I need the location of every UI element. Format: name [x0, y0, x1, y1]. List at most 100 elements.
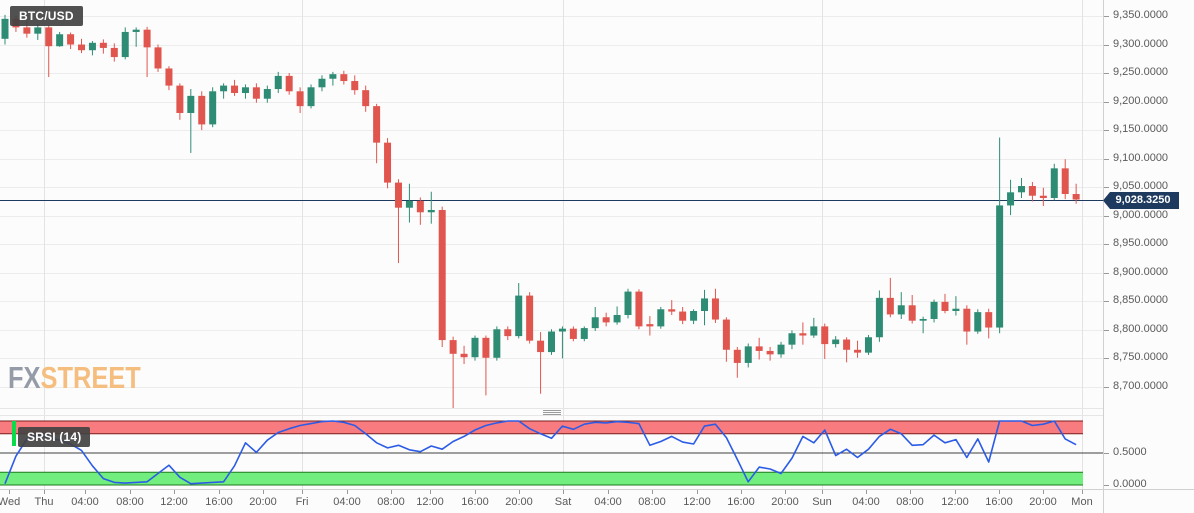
time-axis-label: Sat — [554, 496, 572, 508]
candle-body — [362, 90, 370, 107]
price-axis-label: 8,800.0000 — [1113, 323, 1169, 335]
candle-body — [307, 87, 315, 107]
time-axis-label: 04:00 — [71, 496, 99, 508]
candle-body — [602, 317, 610, 323]
overbought-band — [0, 420, 1083, 434]
price-axis-label: 9,050.0000 — [1113, 180, 1169, 192]
oversold-band — [0, 472, 1083, 485]
candle-body — [449, 340, 457, 354]
candle-body — [646, 324, 654, 327]
candle-body — [351, 81, 359, 91]
candle-body — [493, 329, 501, 358]
time-axis-label: 12:00 — [160, 496, 188, 508]
candle-body — [1072, 194, 1080, 200]
time-axis-label: 12:00 — [941, 496, 969, 508]
time-axis-label: 20:00 — [1029, 496, 1057, 508]
candle-body — [263, 89, 271, 99]
candle-body — [1017, 186, 1025, 193]
price-axis-label: 8,750.0000 — [1113, 351, 1169, 363]
candle-body — [241, 87, 249, 94]
watermark-fx: FX — [8, 360, 41, 395]
time-axis-label: Wed — [0, 496, 21, 508]
candle-body — [405, 200, 413, 208]
time-axis-label: 16:00 — [461, 496, 489, 508]
price-axis-label: 9,300.0000 — [1113, 38, 1169, 50]
candle-body — [635, 291, 643, 327]
time-axis-label: 20:00 — [505, 496, 533, 508]
candle-body — [99, 42, 107, 48]
candle-body — [657, 309, 665, 327]
candle-body — [1028, 186, 1036, 196]
candle-body — [296, 91, 304, 107]
price-axis-label: 9,250.0000 — [1113, 66, 1169, 78]
candle-body — [154, 47, 162, 69]
candle-body — [941, 301, 949, 311]
candle-body — [733, 349, 741, 363]
candle-body — [1039, 195, 1047, 199]
indicator-axis-label: 0.5000 — [1113, 446, 1147, 458]
candle-body — [340, 74, 348, 82]
candle-body — [668, 309, 676, 312]
candle-body — [908, 305, 916, 321]
srsi-line — [4, 420, 1077, 485]
candle-body — [526, 295, 534, 341]
candle-body — [985, 312, 993, 328]
candle-body — [515, 295, 523, 337]
candle-body — [963, 308, 971, 332]
candle-body — [231, 85, 239, 94]
candle-body — [416, 200, 424, 213]
time-axis-label: 12:00 — [683, 496, 711, 508]
price-axis-label: 9,100.0000 — [1113, 152, 1169, 164]
candle-body — [897, 305, 905, 315]
candle-body — [460, 353, 468, 358]
candle-body — [821, 326, 829, 345]
price-axis-label: 8,950.0000 — [1113, 237, 1169, 249]
candle-body — [558, 328, 566, 332]
candle-body — [132, 29, 140, 32]
time-axis-label: 04:00 — [333, 496, 361, 508]
pane-separator-handle[interactable] — [543, 409, 561, 415]
candle-body — [110, 47, 118, 58]
symbol-badge[interactable]: BTC/USD — [10, 6, 83, 26]
candle-body — [722, 319, 730, 350]
price-axis-label: 8,700.0000 — [1113, 380, 1169, 392]
candle-body — [329, 74, 337, 79]
price-axis-label: 9,200.0000 — [1113, 95, 1169, 107]
candle-body — [919, 318, 927, 321]
candle-body — [176, 85, 184, 113]
time-axis-label: 16:00 — [205, 496, 233, 508]
candle-body — [1007, 192, 1015, 206]
candle-body — [996, 205, 1004, 328]
candle-body — [548, 331, 555, 353]
candle-body — [252, 87, 260, 99]
candle-body — [394, 182, 402, 208]
time-axis-label: 16:00 — [985, 496, 1013, 508]
candle-body — [810, 326, 818, 336]
candle-body — [220, 85, 228, 92]
candle-body — [886, 297, 894, 315]
candle-body — [875, 297, 883, 338]
time-axis-label: Sun — [812, 496, 832, 508]
fxstreet-watermark: FXSTREET — [8, 360, 141, 396]
candle-body — [209, 91, 217, 125]
time-axis-label: 12:00 — [416, 496, 444, 508]
candle-body — [187, 95, 195, 113]
indicator-badge[interactable]: SRSI (14) — [18, 427, 91, 447]
time-axis-label: 08:00 — [377, 496, 405, 508]
candle-body — [482, 337, 490, 358]
candle-body — [121, 31, 129, 58]
candle-body — [679, 311, 687, 321]
candle-body — [711, 298, 719, 320]
candle-body — [318, 78, 326, 88]
candle-body — [67, 34, 75, 45]
time-axis-label: 04:00 — [594, 496, 622, 508]
candle-body — [23, 27, 31, 34]
indicator-axis-label: 0.0000 — [1113, 478, 1147, 490]
time-axis-label: 08:00 — [116, 496, 144, 508]
time-axis-label: 08:00 — [896, 496, 924, 508]
candle-body — [285, 75, 293, 92]
candle-body — [777, 344, 785, 355]
current-price-badge: 9,028.3250 — [1103, 192, 1179, 209]
